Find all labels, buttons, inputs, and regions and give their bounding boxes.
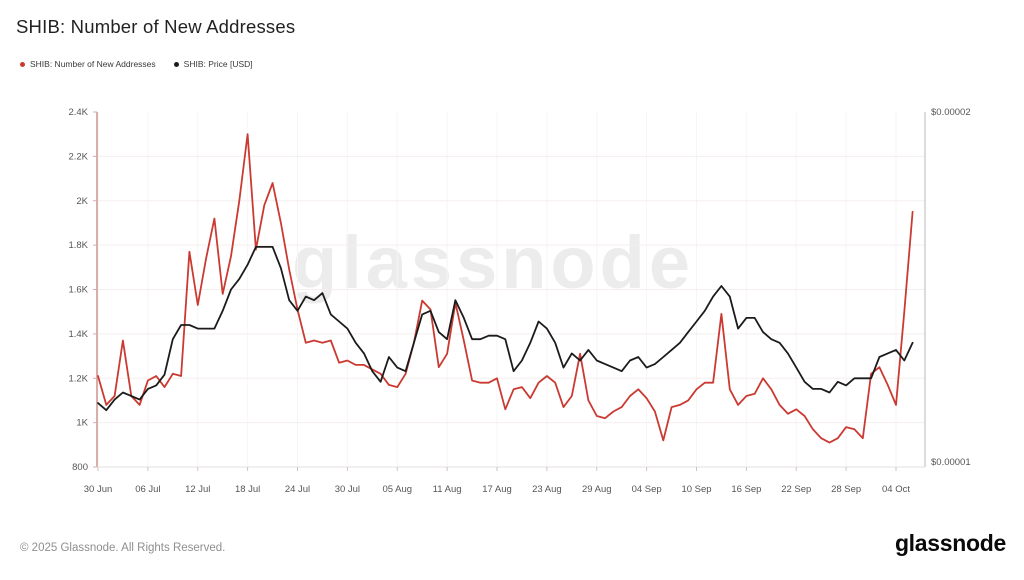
glassnode-watermark: glassnode	[292, 221, 694, 304]
glassnode-logo: glassnode	[894, 530, 1006, 556]
copyright-text: © 2025 Glassnode. All Rights Reserved.	[20, 542, 226, 554]
legend-label-new-addresses: SHIB: Number of New Addresses	[30, 59, 156, 69]
x-axis-label: 11 Aug	[433, 484, 462, 495]
x-axis-label: 04 Sep	[632, 484, 662, 495]
left-axis-label: 1.4K	[68, 329, 88, 340]
legend-dot-0	[20, 61, 25, 67]
x-axis-label: 05 Aug	[382, 484, 412, 495]
x-axis-label: 17 Aug	[482, 484, 512, 495]
x-axis-label: 16 Sep	[731, 484, 761, 495]
chart-legend: SHIB: Number of New Addresses SHIB: Pric…	[20, 59, 253, 69]
legend-label-price: SHIB: Price [USD]	[183, 59, 253, 69]
x-axis-label: 29 Aug	[582, 484, 612, 495]
left-axis-label: 2K	[76, 196, 88, 207]
x-axis-label: 30 Jun	[84, 484, 113, 495]
x-axis-label: 28 Sep	[831, 484, 861, 495]
left-axis-label: 800	[72, 462, 88, 473]
right-axis-label: $0.00002	[931, 107, 971, 118]
x-axis-label: 18 Jul	[235, 484, 260, 495]
x-axis-label: 30 Jul	[335, 484, 360, 495]
series-line-new-addresses	[97, 133, 914, 444]
legend-item-price[interactable]: SHIB: Price [USD]	[173, 59, 253, 69]
left-axis-label: 1.8K	[68, 240, 88, 251]
left-axis-label: 2.4K	[68, 107, 88, 118]
left-axis-label: 1.2K	[68, 373, 88, 384]
left-axis-label: 1K	[76, 418, 88, 429]
x-axis-label: 12 Jul	[185, 484, 210, 495]
legend-dot-1	[173, 61, 179, 67]
page-title: SHIB: Number of New Addresses	[16, 16, 296, 37]
left-axis-label: 2.2K	[68, 151, 88, 162]
x-axis-label: 22 Sep	[781, 484, 811, 495]
left-axis-label: 1.6K	[68, 285, 88, 296]
x-axis-label: 04 Oct	[882, 484, 910, 495]
series-line-price	[97, 245, 914, 412]
right-axis-label: $0.00001	[931, 457, 971, 468]
x-axis-label: 06 Jul	[135, 484, 160, 495]
x-axis-label: 24 Jul	[285, 484, 310, 495]
x-axis-label: 23 Aug	[532, 484, 562, 495]
x-axis-label: 10 Sep	[681, 484, 711, 495]
legend-item-new-addresses[interactable]: SHIB: Number of New Addresses	[20, 59, 156, 69]
